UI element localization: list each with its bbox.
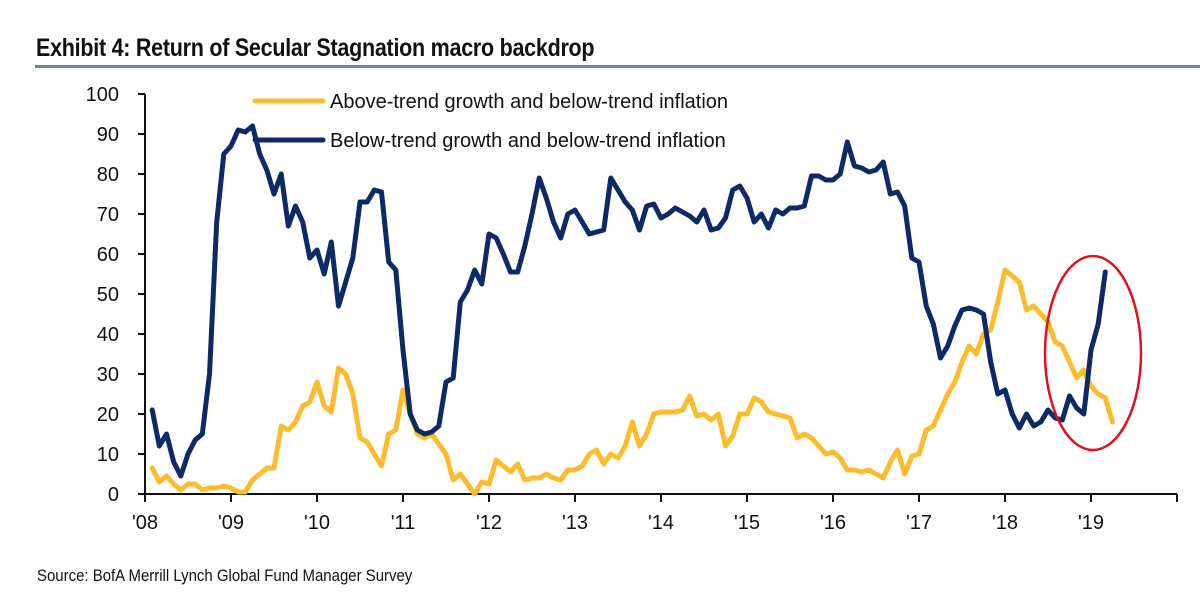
- title-rule: [35, 65, 1200, 68]
- series-line-below-trend: [149, 123, 1108, 479]
- y-tick-label: 90: [97, 124, 119, 146]
- x-tick-label: '16: [820, 512, 846, 534]
- source-note: Source: BofA Merrill Lynch Global Fund M…: [37, 566, 413, 585]
- series-line-above-trend: [149, 267, 1115, 497]
- y-tick-label: 30: [97, 364, 119, 386]
- x-tick-label: '11: [391, 512, 416, 534]
- x-tick-label: '14: [648, 512, 674, 534]
- y-tick-label: 70: [97, 204, 119, 226]
- legend-label-above-trend: Above-trend growth and below-trend infla…: [330, 91, 728, 113]
- y-tick-label: 40: [97, 324, 119, 346]
- y-tick-label: 20: [97, 404, 119, 426]
- chart-title: Exhibit 4: Return of Secular Stagnation …: [36, 34, 595, 62]
- legend: Above-trend growth and below-trend infla…: [252, 91, 728, 152]
- x-tick-label: '09: [218, 512, 244, 534]
- x-tick-label: '17: [906, 512, 932, 534]
- x-tick-label: '08: [132, 512, 158, 534]
- y-tick-label: 100: [86, 84, 119, 106]
- legend-label-below-trend: Below-trend growth and below-trend infla…: [330, 130, 726, 152]
- x-tick-label: '15: [734, 512, 760, 534]
- y-tick-label: 60: [97, 244, 119, 266]
- x-tick-label: '18: [992, 512, 1018, 534]
- x-tick-label: '19: [1078, 512, 1104, 534]
- x-tick-label: '13: [562, 512, 588, 534]
- y-tick-label: 10: [97, 444, 119, 466]
- y-tick-label: 0: [108, 484, 119, 506]
- highlight-ellipse: [1043, 254, 1143, 452]
- y-tick-label: 80: [97, 164, 119, 186]
- axes: 0 10 20 30 40 50 60 70 80 90 100 '08 '09 '10 '11 '12 '13…: [86, 84, 1178, 534]
- x-tick-label: '12: [476, 512, 502, 534]
- y-tick-label: 50: [97, 284, 119, 306]
- x-tick-label: '10: [304, 512, 330, 534]
- series-layer: [149, 123, 1115, 497]
